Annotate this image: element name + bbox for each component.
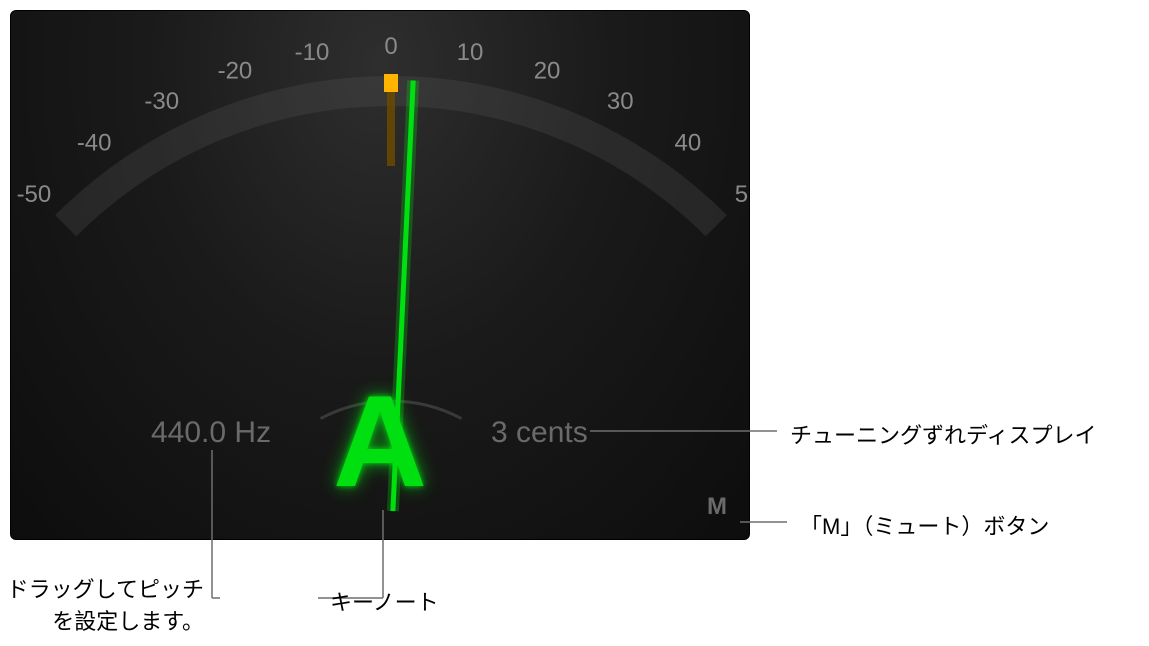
callout-tuning-offset: チューニングずれディスプレイ <box>790 418 1096 450</box>
mute-button[interactable]: M <box>707 493 727 521</box>
gauge-tick-label: 0 <box>384 33 397 60</box>
callout-mute-button: 「M」（ミュート）ボタン <box>800 509 1049 541</box>
gauge-tick-label: -10 <box>295 39 330 66</box>
gauge-tick-label: 50 <box>735 181 750 208</box>
detected-note: A <box>333 376 427 506</box>
callout-drag-pitch-l1: ドラッグしてピッチ <box>7 577 204 602</box>
cents-offset-display: 3 cents <box>491 416 588 450</box>
callout-drag-pitch-l2: を設定します。 <box>52 609 204 634</box>
tuner-panel: -50 -40 -30 -20 -10 0 10 20 30 40 50 440.0 Hz A 3 … <box>10 10 750 540</box>
reference-pitch-field[interactable]: 440.0 Hz <box>151 416 271 450</box>
center-indicator-tip <box>384 74 398 92</box>
callout-keynote: キーノート <box>330 585 439 617</box>
gauge-tick-label: -20 <box>218 58 253 85</box>
gauge-tick-label: 30 <box>607 88 634 115</box>
gauge-tick-label: -30 <box>144 88 179 115</box>
gauge-tick-label: 10 <box>457 39 484 66</box>
gauge-tick-label: 20 <box>534 58 561 85</box>
gauge-tick-label: -50 <box>17 181 52 208</box>
gauge-tick-label: 40 <box>674 129 701 156</box>
gauge-tick-label: -40 <box>77 129 112 156</box>
callout-drag-pitch: ドラッグしてピッチ を設定します。 <box>7 572 204 636</box>
